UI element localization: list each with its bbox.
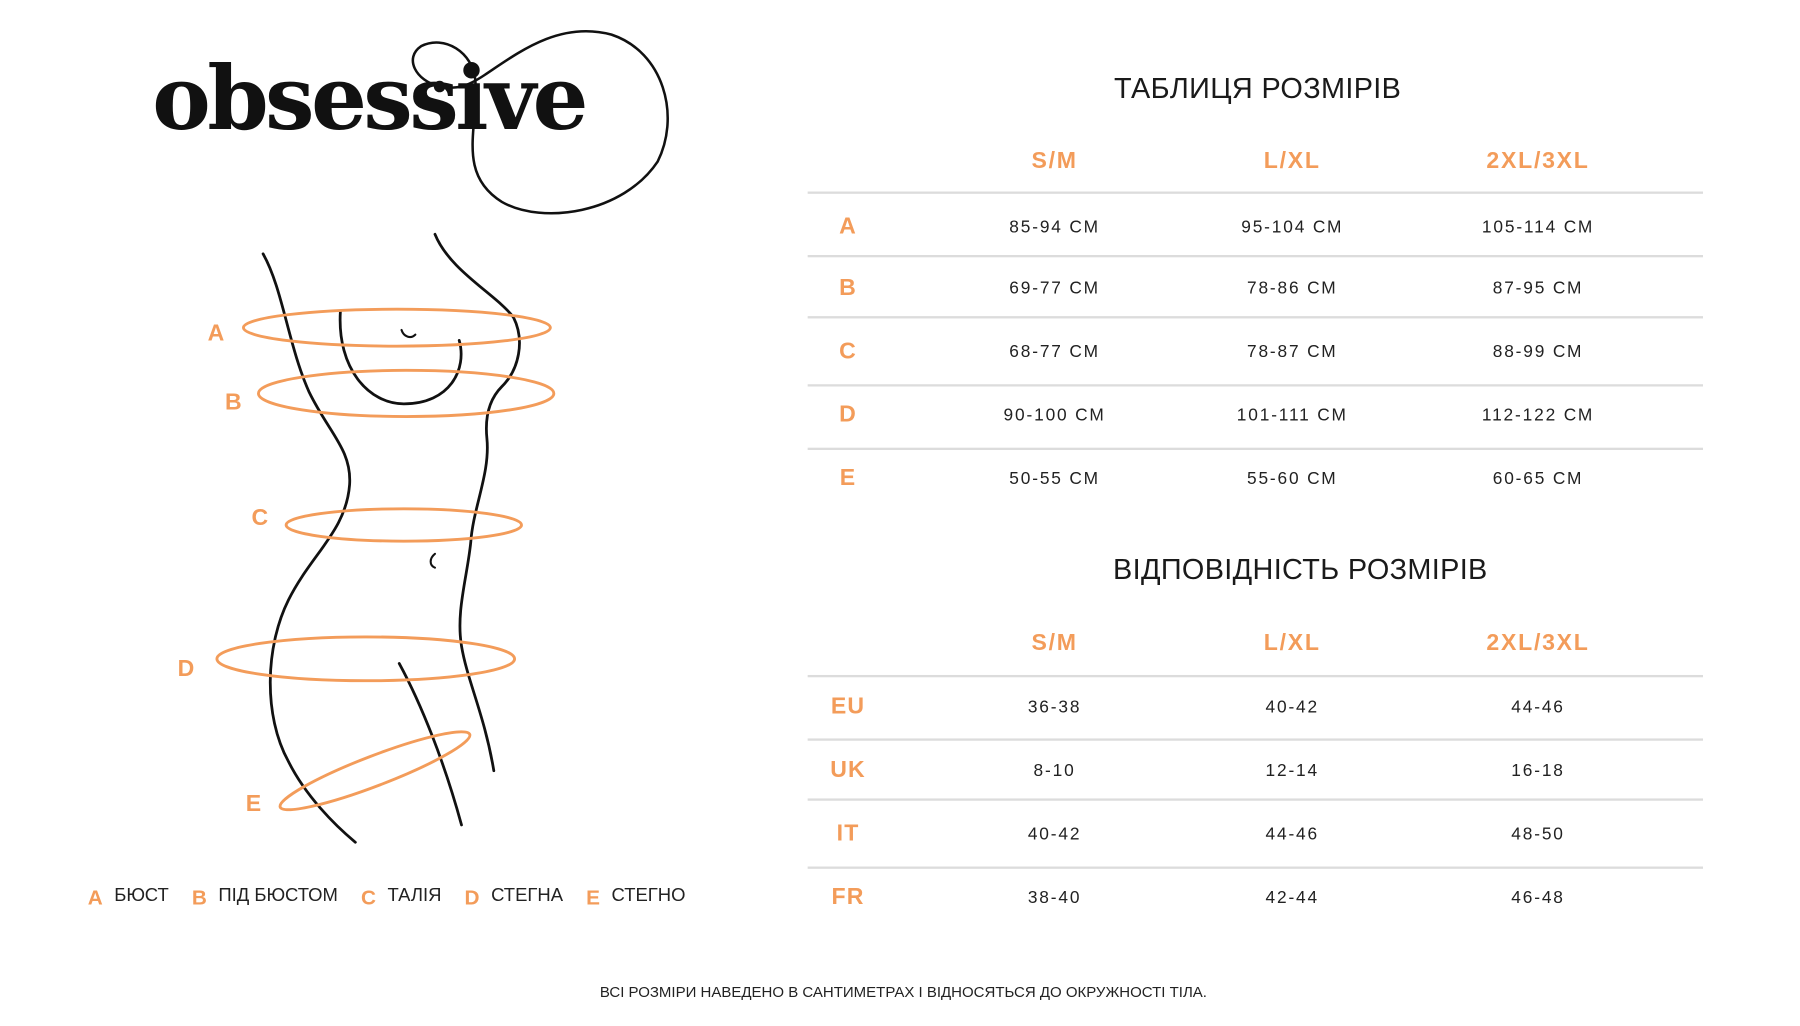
table-cell: 50-55 СМ (1009, 469, 1100, 489)
table-cell: 60-65 СМ (1492, 469, 1584, 489)
column-header: S/M (1031, 630, 1078, 656)
table-cell: 48-50 (1511, 824, 1565, 845)
table-cell: 55-60 СМ (1246, 469, 1338, 489)
legend-key: C (360, 886, 376, 910)
legend-key: A (87, 886, 103, 910)
column-header: 2XL/3XL (1486, 148, 1590, 174)
measurement-legend: A БЮСТ B ПІД БЮСТОМ C ТАЛІЯ D СТЕГНА E СТЕГНО (88, 886, 709, 910)
column-header: S/M (1031, 148, 1078, 174)
row-label: EU (830, 694, 866, 720)
table-cell: 78-86 СМ (1246, 278, 1338, 299)
table-cell: 101-111 СМ (1236, 405, 1348, 426)
table-cell: 90-100 СМ (1003, 405, 1106, 426)
table-cell: 78-87 СМ (1246, 342, 1338, 362)
legend-label: ТАЛІЯ (387, 886, 442, 906)
table-cell: 88-99 СМ (1492, 342, 1584, 362)
divider (807, 798, 1704, 801)
figure-label-d: D (178, 655, 195, 681)
ring-d (215, 635, 517, 683)
column-header: L/XL (1263, 630, 1321, 656)
legend-label: СТЕГНО (611, 886, 686, 906)
row-label: C (839, 338, 857, 365)
table-cell: 38-40 (1027, 887, 1082, 908)
legend-key: B (191, 886, 207, 910)
legend-key: E (586, 886, 600, 910)
ring-b (257, 368, 556, 418)
size-table-title: ТАБЛИЦЯ РОЗМІРІВ (1114, 72, 1402, 105)
table-cell: 44-46 (1265, 824, 1320, 845)
figure-label-a: A (208, 319, 225, 345)
legend-label: БЮСТ (114, 886, 169, 906)
column-header: L/XL (1263, 148, 1321, 174)
measurement-rings (215, 307, 556, 812)
figure-label-c: C (252, 504, 269, 530)
divider (807, 674, 1704, 678)
legend-label: СТЕГНА (491, 886, 564, 906)
figure-label-e: E (246, 790, 261, 816)
row-label: FR (831, 884, 865, 910)
ring-c (284, 507, 523, 543)
column-header: 2XL/3XL (1486, 630, 1590, 656)
table-cell: 16-18 (1511, 760, 1565, 781)
divider (807, 447, 1704, 450)
conversion-table-title: ВІДПОВІДНІСТЬ РОЗМІРІВ (1113, 553, 1488, 587)
row-label: E (839, 465, 857, 491)
row-label: UK (830, 757, 866, 783)
legend-key: D (464, 886, 480, 910)
table-cell: 95-104 СМ (1241, 217, 1344, 238)
row-label: D (839, 402, 857, 428)
table-cell: 85-94 СМ (1009, 217, 1100, 238)
table-cell: 87-95 СМ (1492, 278, 1584, 299)
table-cell: 40-42 (1265, 697, 1320, 718)
divider (807, 191, 1704, 194)
divider (807, 738, 1704, 741)
legend-label: ПІД БЮСТОМ (218, 886, 338, 906)
figure-label-b: B (225, 389, 242, 415)
table-cell: 69-77 СМ (1009, 278, 1100, 299)
table-cell: 44-46 (1511, 697, 1565, 718)
table-cell: 42-44 (1265, 887, 1320, 908)
divider (807, 866, 1704, 869)
brand-logo: obsessive (152, 47, 588, 150)
ring-a (242, 307, 552, 348)
row-label: B (839, 275, 857, 301)
row-label: IT (836, 820, 860, 847)
logo-swirl (411, 29, 669, 215)
table-cell: 8-10 (1033, 760, 1076, 781)
table-cell: 40-42 (1027, 824, 1082, 845)
table-cell: 46-48 (1511, 887, 1565, 908)
table-cell: 68-77 СМ (1009, 342, 1100, 362)
table-cell: 105-114 СМ (1481, 217, 1595, 238)
table-cell: 36-38 (1027, 697, 1082, 718)
logo-dot (433, 80, 446, 93)
divider (807, 254, 1704, 258)
table-cell: 12-14 (1265, 760, 1320, 781)
divider (807, 316, 1704, 319)
ring-e (278, 730, 472, 812)
table-cell: 112-122 СМ (1481, 405, 1595, 426)
row-label: A (839, 214, 857, 240)
footer-note: ВСІ РОЗМІРИ НАВЕДЕНО В САНТИМЕТРАХ І ВІД… (599, 983, 1207, 1001)
divider (807, 384, 1704, 387)
